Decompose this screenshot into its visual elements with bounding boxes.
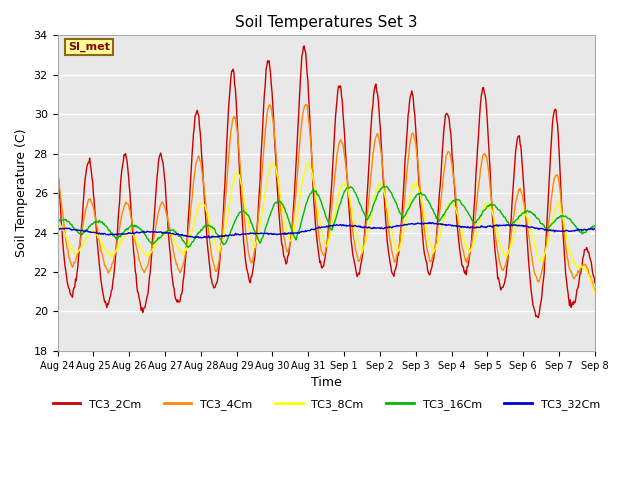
Text: SI_met: SI_met	[68, 42, 110, 52]
Title: Soil Temperatures Set 3: Soil Temperatures Set 3	[235, 15, 417, 30]
Legend: TC3_2Cm, TC3_4Cm, TC3_8Cm, TC3_16Cm, TC3_32Cm: TC3_2Cm, TC3_4Cm, TC3_8Cm, TC3_16Cm, TC3…	[48, 395, 604, 415]
X-axis label: Time: Time	[311, 376, 342, 389]
Y-axis label: Soil Temperature (C): Soil Temperature (C)	[15, 129, 28, 257]
